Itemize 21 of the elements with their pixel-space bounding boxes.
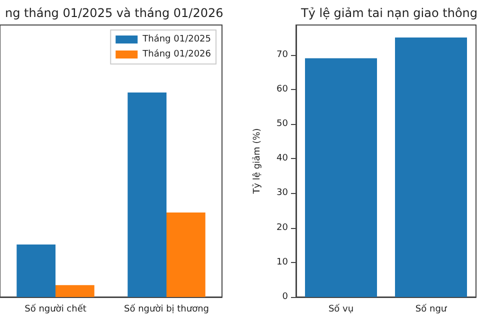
legend-label: Tháng 01/2026 [142,48,212,60]
y-tick-label: 40 [276,154,288,164]
y-tick-label: 30 [276,188,288,198]
x-tick-label: Số ngư [415,304,448,314]
chart-title: ng tháng 01/2025 và tháng 01/2026 [5,6,224,20]
chart-title: Tỷ lệ giảm tai nạn giao thông [300,6,478,20]
bar [128,92,166,297]
y-tick-label: 0 [282,292,288,302]
legend-label: Tháng 01/2025 [142,34,212,44]
bar [56,285,94,297]
x-tick-label: Số người bị thương [124,304,210,314]
y-axis-title: Tỷ lệ giảm (%) [252,128,262,195]
y-tick-label: 50 [276,118,288,129]
y-tick-label: 70 [276,50,288,60]
y-tick-label: 20 [276,222,288,233]
x-tick-label: Số vụ [328,304,354,314]
bar [16,244,56,297]
x-tick-label: Số người chết [24,304,87,314]
bar [166,212,206,297]
y-tick-label: 60 [276,84,288,94]
y-tick-label: 10 [276,257,288,268]
